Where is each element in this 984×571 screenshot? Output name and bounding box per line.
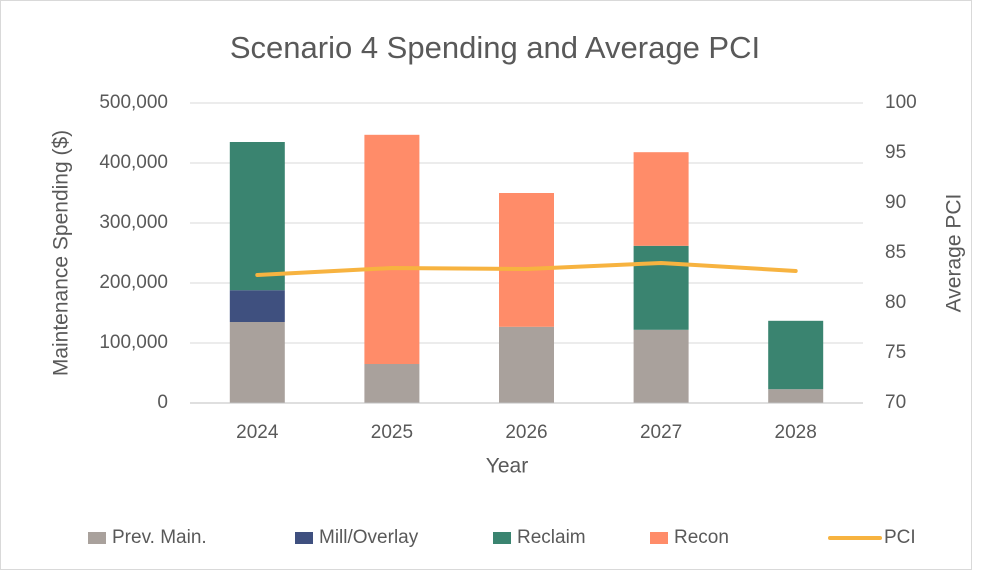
bar-segment — [499, 193, 554, 327]
bar-segment — [364, 134, 420, 364]
y-axis-title: Maintenance Spending ($) — [50, 130, 73, 376]
legend-label: Mill/Overlay — [319, 527, 419, 548]
legend-swatch — [650, 532, 668, 544]
x-tick-label: 2025 — [371, 422, 413, 443]
legend-swatch — [295, 532, 313, 544]
y2-tick-label: 75 — [885, 342, 906, 363]
x-axis-title: Year — [486, 455, 528, 478]
legend-label: Recon — [674, 527, 729, 548]
y2-tick-label: 70 — [885, 392, 906, 413]
x-tick-label: 2028 — [775, 422, 817, 443]
x-tick-label: 2026 — [505, 422, 547, 443]
y-tick-label: 500,000 — [99, 92, 168, 113]
bar-segment — [768, 389, 824, 403]
y-tick-label: 100,000 — [99, 332, 168, 353]
pci-line — [255, 261, 798, 277]
bar-segment — [364, 364, 420, 403]
bar-segment — [633, 329, 689, 403]
y-tick-label: 0 — [157, 392, 168, 413]
y2-tick-label: 95 — [885, 142, 906, 163]
legend-label: Reclaim — [517, 527, 586, 548]
y2-tick-label: 80 — [885, 292, 906, 313]
bar-segment — [229, 322, 285, 403]
legend-swatch — [493, 532, 511, 544]
bar-segment — [633, 245, 689, 330]
y-tick-label: 400,000 — [99, 152, 168, 173]
bar-segment — [768, 320, 824, 390]
y2-axis-title: Average PCI — [943, 194, 966, 313]
x-tick-label: 2024 — [236, 422, 279, 443]
y2-tick-label: 85 — [885, 242, 906, 263]
bar-segment — [229, 142, 285, 291]
bar-segment — [633, 152, 689, 246]
x-tick-label: 2027 — [640, 422, 682, 443]
y2-tick-label: 90 — [885, 192, 906, 213]
chart-title: Scenario 4 Spending and Average PCI — [230, 30, 760, 65]
legend-swatch — [88, 532, 106, 544]
y2-tick-label: 100 — [885, 92, 917, 113]
bar-segment — [499, 326, 554, 403]
y-tick-label: 200,000 — [99, 272, 168, 293]
bar-segment — [229, 290, 285, 322]
legend-label: PCI — [884, 527, 916, 548]
legend-label: Prev. Main. — [112, 527, 207, 548]
y-tick-label: 300,000 — [99, 212, 168, 233]
